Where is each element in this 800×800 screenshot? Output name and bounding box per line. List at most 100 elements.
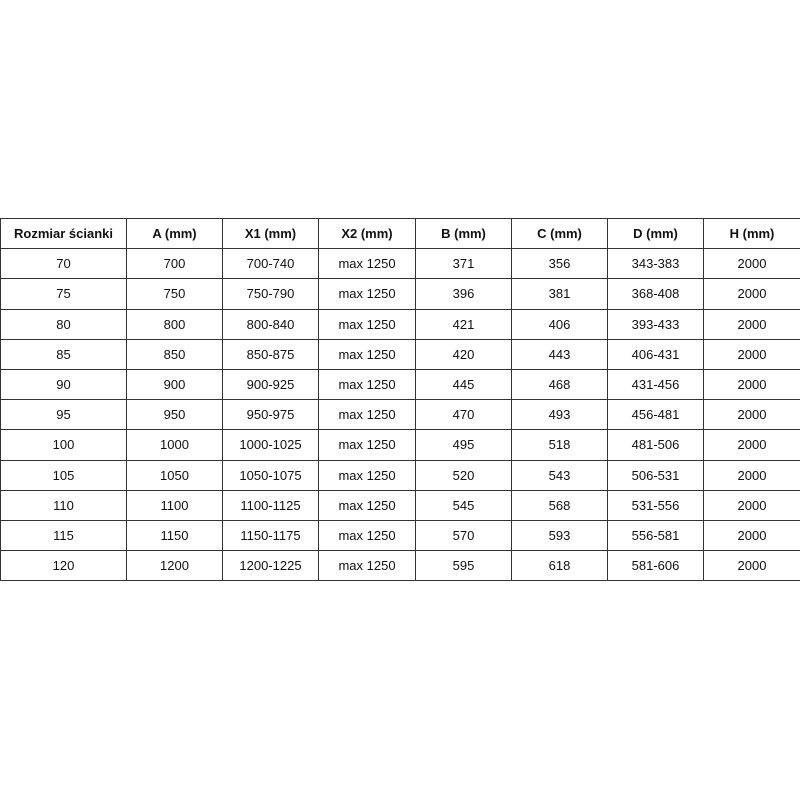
table-cell: 800-840 (222, 308, 319, 340)
table-cell: 115 (0, 519, 127, 552)
table-cell: 481-506 (607, 429, 704, 461)
table-cell: 900 (126, 368, 223, 401)
table-cell: 1000 (126, 429, 223, 461)
table-cell: 105 (0, 459, 127, 491)
table-cell: 1200 (126, 550, 223, 582)
table-cell: 520 (415, 459, 512, 491)
table-cell: 1100-1125 (222, 489, 319, 521)
table-row: 85 850 850-875 max 1250 420 443 406-431 2000 (0, 338, 800, 370)
table-cell: 95 (0, 399, 127, 431)
table-cell: 618 (511, 550, 608, 582)
table-cell: 110 (0, 489, 127, 521)
table-cell: max 1250 (318, 248, 416, 280)
table-cell: 750-790 (222, 278, 319, 310)
table-row: 115 1150 1150-1175 max 1250 570 593 556-581 200… (0, 519, 800, 552)
table-cell: 506-531 (607, 459, 704, 491)
table-cell: 381 (511, 278, 608, 310)
table-row: 90 900 900-925 max 1250 445 468 431-456 2000 (0, 368, 800, 401)
table-cell: 850-875 (222, 338, 319, 370)
table-cell: 456-481 (607, 399, 704, 431)
table-cell: 420 (415, 338, 512, 370)
table-cell: max 1250 (318, 459, 416, 491)
table-cell: 1050 (126, 459, 223, 491)
table-cell: 900-925 (222, 368, 319, 401)
table-cell: 2000 (703, 368, 800, 401)
table-cell: 595 (415, 550, 512, 582)
table-cell: 1200-1225 (222, 550, 319, 582)
table-cell: 1150 (126, 519, 223, 552)
table-cell: 80 (0, 308, 127, 340)
table-row: 110 1100 1100-1125 max 1250 545 568 531-556 200… (0, 489, 800, 521)
table-cell: 1000-1025 (222, 429, 319, 461)
table-cell: 2000 (703, 550, 800, 582)
table-cell: max 1250 (318, 308, 416, 340)
table-cell: 371 (415, 248, 512, 280)
table-cell: 100 (0, 429, 127, 461)
table-cell: max 1250 (318, 550, 416, 582)
column-header: Rozmiar ścianki (0, 217, 127, 250)
table-cell: 445 (415, 368, 512, 401)
table-cell: 396 (415, 278, 512, 310)
table-cell: 75 (0, 278, 127, 310)
table-cell: 90 (0, 368, 127, 401)
table-cell: 543 (511, 459, 608, 491)
table-row: 70 700 700-740 max 1250 371 356 343-383 2000 (0, 248, 800, 280)
table-cell: 1150-1175 (222, 519, 319, 552)
table-cell: 700 (126, 248, 223, 280)
table-cell: 2000 (703, 248, 800, 280)
table-cell: 556-581 (607, 519, 704, 552)
table-cell: 531-556 (607, 489, 704, 521)
table-cell: 750 (126, 278, 223, 310)
table-cell: 2000 (703, 338, 800, 370)
table-cell: 2000 (703, 519, 800, 552)
table-cell: 700-740 (222, 248, 319, 280)
table-cell: max 1250 (318, 338, 416, 370)
table-cell: 593 (511, 519, 608, 552)
table-cell: 343-383 (607, 248, 704, 280)
table-cell: 1100 (126, 489, 223, 521)
table-cell: max 1250 (318, 519, 416, 552)
table-row: 100 1000 1000-1025 max 1250 495 518 481-506 200… (0, 429, 800, 461)
table-cell: 470 (415, 399, 512, 431)
table-cell: max 1250 (318, 489, 416, 521)
table-cell: 1050-1075 (222, 459, 319, 491)
table-cell: 120 (0, 550, 127, 582)
column-header: A (mm) (126, 217, 223, 250)
table-cell: 368-408 (607, 278, 704, 310)
table-cell: 356 (511, 248, 608, 280)
table-cell: 493 (511, 399, 608, 431)
table-cell: max 1250 (318, 429, 416, 461)
table-cell: max 1250 (318, 368, 416, 401)
table-cell: 850 (126, 338, 223, 370)
table-cell: max 1250 (318, 278, 416, 310)
table-cell: 406-431 (607, 338, 704, 370)
table-cell: 85 (0, 338, 127, 370)
table-row: 80 800 800-840 max 1250 421 406 393-433 2000 (0, 308, 800, 340)
table-cell: 421 (415, 308, 512, 340)
table-cell: 570 (415, 519, 512, 552)
table-cell: 495 (415, 429, 512, 461)
table-cell: 545 (415, 489, 512, 521)
table-cell: max 1250 (318, 399, 416, 431)
table-cell: 950 (126, 399, 223, 431)
table-row: 120 1200 1200-1225 max 1250 595 618 581-606 200… (0, 550, 800, 582)
table-cell: 518 (511, 429, 608, 461)
column-header: D (mm) (607, 217, 704, 250)
table-cell: 2000 (703, 278, 800, 310)
table-cell: 2000 (703, 489, 800, 521)
table-row: 105 1050 1050-1075 max 1250 520 543 506-531 200… (0, 459, 800, 491)
table-cell: 800 (126, 308, 223, 340)
table-cell: 950-975 (222, 399, 319, 431)
table-cell: 581-606 (607, 550, 704, 582)
column-header: X2 (mm) (318, 217, 416, 250)
table-cell: 2000 (703, 399, 800, 431)
table-cell: 2000 (703, 308, 800, 340)
dimensions-table: Rozmiar ścianki A (mm) X1 (mm) X2 (mm) B (mm… (0, 217, 800, 582)
header-row: Rozmiar ścianki A (mm) X1 (mm) X2 (mm) B (mm… (0, 217, 800, 250)
column-header: B (mm) (415, 217, 512, 250)
table-cell: 70 (0, 248, 127, 280)
table-cell: 393-433 (607, 308, 704, 340)
column-header: X1 (mm) (222, 217, 319, 250)
table-cell: 468 (511, 368, 608, 401)
table-row: 75 750 750-790 max 1250 396 381 368-408 2000 (0, 278, 800, 310)
